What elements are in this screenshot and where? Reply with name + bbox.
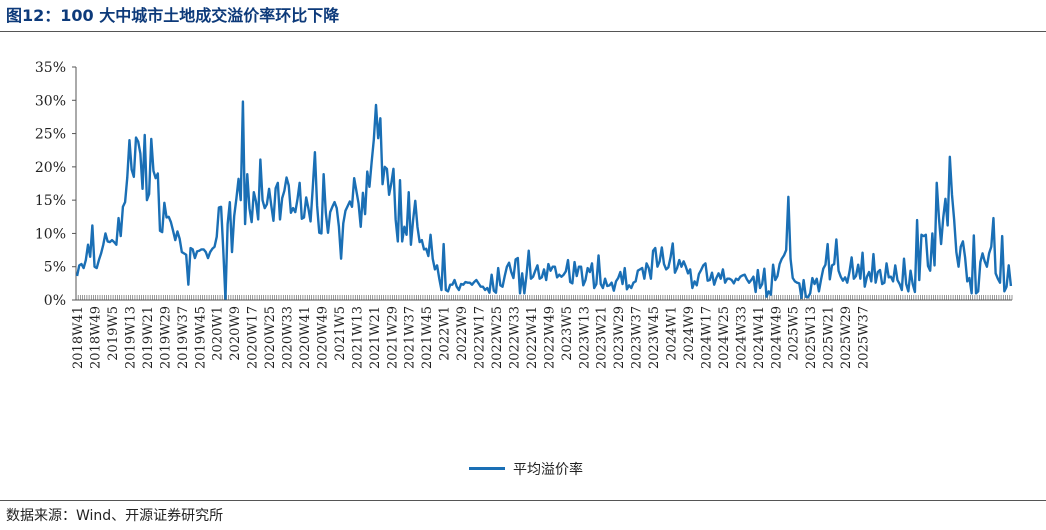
x-tick-label: 2025W29 (839, 306, 854, 369)
x-tick-label: 2021W13 (350, 306, 365, 369)
x-tick-label: 2020W1 (211, 306, 226, 361)
x-tick-label: 2024W17 (700, 306, 715, 369)
x-tick-label: 2023W29 (612, 306, 627, 369)
x-tick-label: 2020W41 (298, 306, 313, 369)
title-divider (0, 31, 1046, 32)
x-tick-label: 2024W41 (752, 306, 767, 369)
x-tick-label: 2025W21 (822, 306, 837, 369)
x-tick-label: 2019W29 (158, 306, 173, 369)
x-tick-label: 2021W5 (333, 306, 348, 361)
source-note: 数据来源：Wind、开源证券研究所 (6, 508, 224, 524)
x-tick-label: 2025W5 (787, 306, 802, 361)
source-divider (0, 500, 1046, 501)
x-tick-label: 2020W17 (246, 306, 261, 369)
y-tick-label: 30% (35, 93, 66, 109)
x-tick-label: 2023W13 (577, 306, 592, 369)
x-tick-label: 2022W41 (525, 306, 540, 369)
x-tick-label: 2023W21 (595, 306, 610, 369)
x-tick-label: 2022W33 (508, 306, 523, 369)
x-tick-label: 2020W9 (228, 306, 243, 361)
x-tick-label: 2022W9 (455, 306, 470, 361)
series-line-平均溢价率 (75, 100, 1013, 300)
line-chart: 0%5%10%15%20%25%30%35% 2018W41 2018W49 201… (35, 60, 1013, 369)
x-tick-label: 2025W13 (804, 306, 819, 369)
x-tick-label: 2021W29 (385, 306, 400, 369)
x-tick-label: 2024W1 (665, 306, 680, 361)
x-tick-label: 2024W49 (769, 306, 784, 369)
x-tick-label: 2021W21 (368, 306, 383, 369)
x-tick-label: 2018W41 (71, 306, 86, 369)
y-tick-label: 15% (35, 193, 66, 209)
x-axis: 2018W41 2018W49 2019W5 2019W13 2019W21 2019W2… (71, 295, 1013, 369)
x-tick-label: 2018W49 (89, 306, 104, 369)
y-tick-label: 35% (35, 60, 66, 76)
y-tick-label: 10% (35, 226, 66, 242)
plot-area (75, 100, 1013, 300)
legend-label: 平均溢价率 (513, 461, 583, 478)
x-tick-label: 2019W21 (141, 306, 156, 369)
x-tick-label: 2024W25 (717, 306, 732, 369)
x-tick-label: 2021W37 (403, 306, 418, 369)
x-tick-label: 2022W25 (490, 306, 505, 369)
x-tick-label: 2022W49 (542, 306, 557, 369)
y-tick-label: 5% (44, 260, 66, 276)
x-tick-label: 2025W37 (857, 306, 872, 369)
y-axis: 0% 5% 10% 15% 20% 25% 30% 35% (35, 60, 77, 309)
legend: 平均溢价率 (0, 455, 1046, 485)
x-tick-label: 2022W1 (438, 306, 453, 361)
x-tick-label: 2019W13 (124, 306, 139, 369)
y-tick-label: 25% (35, 127, 66, 143)
x-tick-label: 2022W17 (473, 306, 488, 369)
x-tick-label: 2019W45 (193, 306, 208, 369)
legend-swatch (469, 467, 505, 470)
x-tick-label: 2024W9 (682, 306, 697, 361)
x-tick-label: 2019W5 (106, 306, 121, 361)
x-tick-label: 2020W49 (316, 306, 331, 369)
x-tick-label: 2024W33 (734, 306, 749, 369)
figure-title: 图12：100 大中城市土地成交溢价率环比下降 (6, 6, 340, 25)
x-tick-label: 2023W37 (630, 306, 645, 369)
x-tick-label: 2021W45 (420, 306, 435, 369)
x-tick-label: 2020W33 (281, 306, 296, 369)
y-tick-label: 0% (44, 293, 66, 309)
x-tick-label: 2023W45 (647, 306, 662, 369)
x-tick-label: 2023W5 (560, 306, 575, 361)
y-tick-label: 20% (35, 160, 66, 176)
x-tick-label: 2019W37 (176, 306, 191, 369)
x-tick-label: 2020W25 (263, 306, 278, 369)
